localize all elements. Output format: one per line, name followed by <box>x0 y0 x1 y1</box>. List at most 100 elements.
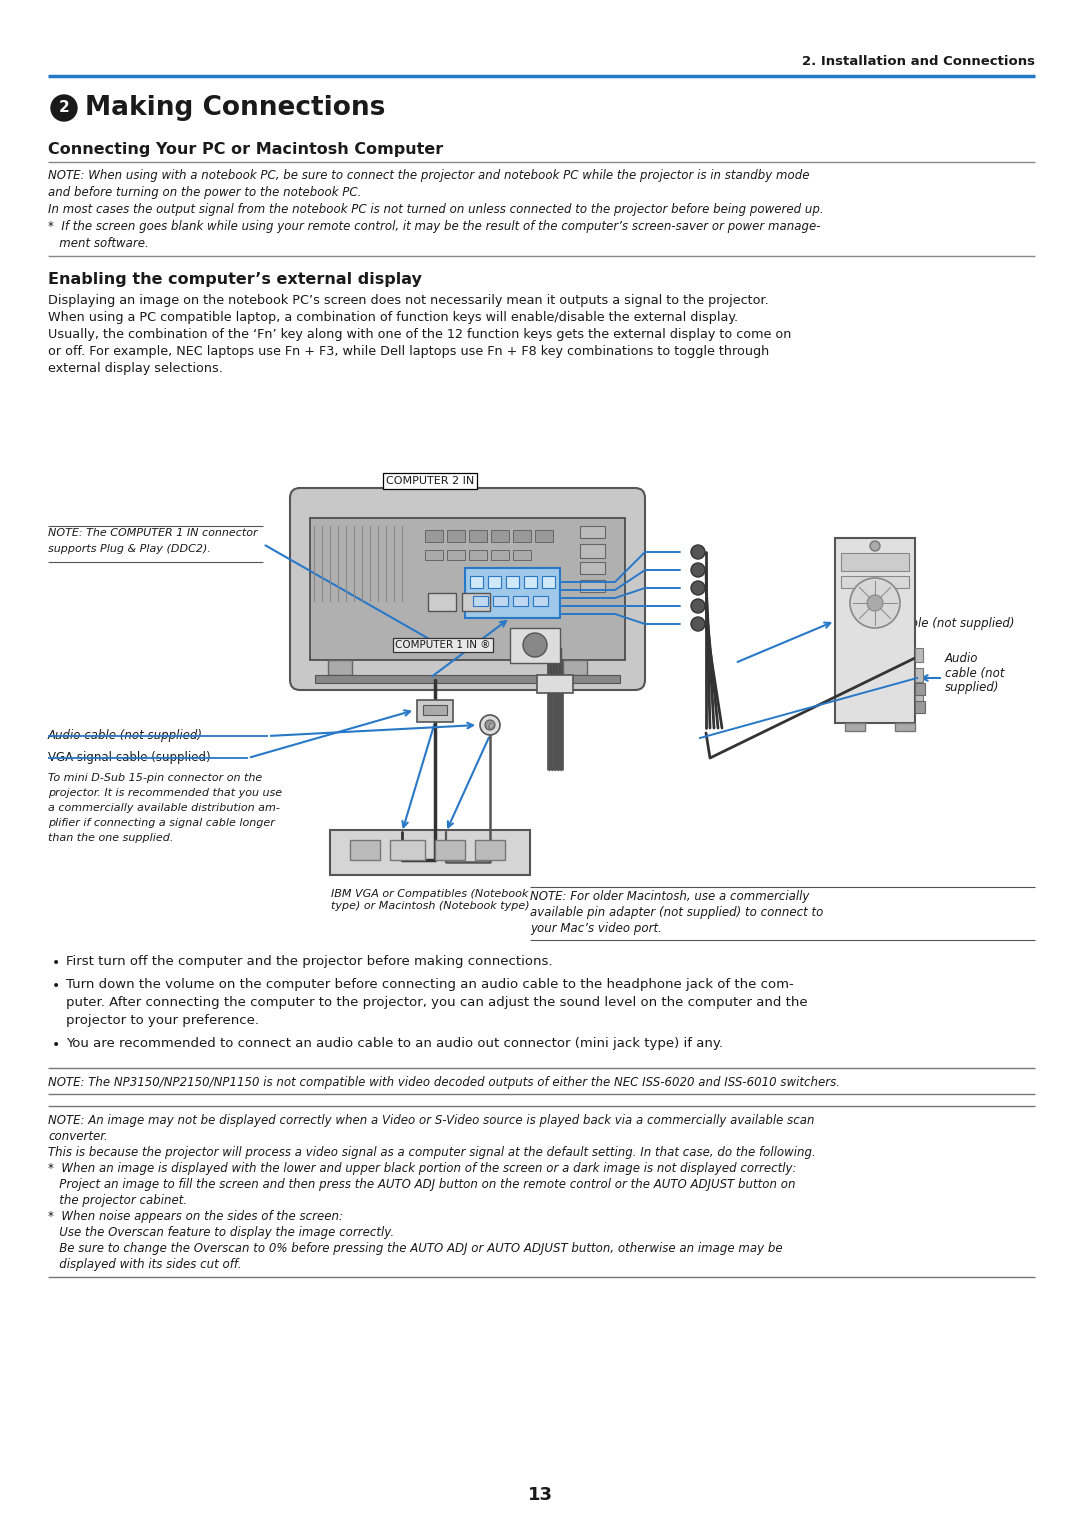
FancyBboxPatch shape <box>291 488 645 690</box>
Text: your Mac’s video port.: your Mac’s video port. <box>530 922 662 936</box>
Bar <box>915 683 924 695</box>
Text: supports Plug & Play (DDC2).: supports Plug & Play (DDC2). <box>48 544 211 555</box>
Text: Turn down the volume on the computer before connecting an audio cable to the hea: Turn down the volume on the computer bef… <box>66 978 794 991</box>
Bar <box>469 550 487 559</box>
Bar <box>447 530 465 543</box>
Bar <box>513 596 528 607</box>
Bar <box>491 550 509 559</box>
Text: Usually, the combination of the ‘Fn’ key along with one of the 12 function keys : Usually, the combination of the ‘Fn’ key… <box>48 328 792 341</box>
Text: than the one supplied.: than the one supplied. <box>48 834 174 843</box>
Text: COMPUTER 2 IN: COMPUTER 2 IN <box>386 475 474 486</box>
Bar <box>470 576 483 588</box>
Text: NOTE: When using with a notebook PC, be sure to connect the projector and notebo: NOTE: When using with a notebook PC, be … <box>48 169 810 181</box>
Circle shape <box>867 594 883 611</box>
Text: COMPUTER 1 IN ®: COMPUTER 1 IN ® <box>395 640 490 651</box>
Text: ment software.: ment software. <box>48 238 149 250</box>
Text: BNC X 5 cable (not supplied): BNC X 5 cable (not supplied) <box>845 617 1014 629</box>
Circle shape <box>51 94 77 120</box>
Text: Audio cable (not supplied): Audio cable (not supplied) <box>48 728 203 742</box>
Text: IBM VGA or Compatibles (Notebook
type) or Macintosh (Notebook type): IBM VGA or Compatibles (Notebook type) o… <box>330 888 529 911</box>
Bar <box>580 526 605 538</box>
Bar <box>535 530 553 543</box>
Bar <box>845 722 865 732</box>
Circle shape <box>485 719 495 730</box>
Text: When using a PC compatible laptop, a combination of function keys will enable/di: When using a PC compatible laptop, a com… <box>48 311 738 325</box>
Text: This is because the projector will process a video signal as a computer signal a: This is because the projector will proce… <box>48 1146 815 1158</box>
Text: *  If the screen goes blank while using your remote control, it may be the resul: * If the screen goes blank while using y… <box>48 219 821 233</box>
Text: 2: 2 <box>58 101 69 116</box>
Bar <box>328 660 352 675</box>
Bar <box>507 576 519 588</box>
Bar <box>537 675 573 693</box>
Bar <box>428 593 456 611</box>
Text: •: • <box>52 956 60 969</box>
Circle shape <box>691 546 705 559</box>
Bar <box>426 550 443 559</box>
Bar <box>310 518 625 660</box>
Text: *  When an image is displayed with the lower and upper black portion of the scre: * When an image is displayed with the lo… <box>48 1161 797 1175</box>
Bar <box>580 581 605 591</box>
Text: external display selections.: external display selections. <box>48 363 222 375</box>
Bar <box>513 550 531 559</box>
Bar <box>895 722 915 732</box>
Bar <box>330 831 530 875</box>
Circle shape <box>691 581 705 594</box>
Text: NOTE: For older Macintosh, use a commercially: NOTE: For older Macintosh, use a commerc… <box>530 890 809 904</box>
Text: projector to your preference.: projector to your preference. <box>66 1013 259 1027</box>
Bar <box>350 840 380 860</box>
Text: or off. For example, NEC laptops use Fn + F3, while Dell laptops use Fn + F8 key: or off. For example, NEC laptops use Fn … <box>48 344 769 358</box>
Bar <box>491 530 509 543</box>
Bar <box>462 593 490 611</box>
Bar <box>492 596 508 607</box>
Text: Displaying an image on the notebook PC’s screen does not necessarily mean it out: Displaying an image on the notebook PC’s… <box>48 294 769 306</box>
Text: puter. After connecting the computer to the projector, you can adjust the sound : puter. After connecting the computer to … <box>66 997 808 1009</box>
Text: 13: 13 <box>527 1486 553 1504</box>
Bar <box>465 568 561 619</box>
Bar <box>835 538 915 722</box>
Bar <box>513 530 531 543</box>
Circle shape <box>870 541 880 552</box>
Bar <box>390 840 426 860</box>
Bar <box>563 660 588 675</box>
Text: 2. Installation and Connections: 2. Installation and Connections <box>802 55 1035 69</box>
Bar <box>488 576 501 588</box>
Text: displayed with its sides cut off.: displayed with its sides cut off. <box>48 1257 242 1271</box>
Text: ✆: ✆ <box>486 721 494 732</box>
Bar <box>580 562 605 575</box>
Text: First turn off the computer and the projector before making connections.: First turn off the computer and the proj… <box>66 956 553 968</box>
Bar <box>915 648 923 661</box>
Text: NOTE: The COMPUTER 1 IN connector: NOTE: The COMPUTER 1 IN connector <box>48 527 258 538</box>
Text: NOTE: The NP3150/NP2150/NP1150 is not compatible with video decoded outputs of e: NOTE: The NP3150/NP2150/NP1150 is not co… <box>48 1076 840 1090</box>
Circle shape <box>691 562 705 578</box>
Bar <box>423 706 447 715</box>
Text: a commercially available distribution am-: a commercially available distribution am… <box>48 803 280 812</box>
Text: available pin adapter (not supplied) to connect to: available pin adapter (not supplied) to … <box>530 905 823 919</box>
Bar <box>315 675 620 683</box>
Bar <box>534 596 548 607</box>
Text: •: • <box>52 1038 60 1052</box>
Text: the projector cabinet.: the projector cabinet. <box>48 1193 187 1207</box>
Bar <box>841 576 909 588</box>
Bar <box>426 530 443 543</box>
Text: Enabling the computer’s external display: Enabling the computer’s external display <box>48 271 422 287</box>
Text: You are recommended to connect an audio cable to an audio out connector (mini ja: You are recommended to connect an audio … <box>66 1036 723 1050</box>
Text: Project an image to fill the screen and then press the AUTO ADJ button on the re: Project an image to fill the screen and … <box>48 1178 796 1190</box>
Bar <box>841 553 909 572</box>
Text: Making Connections: Making Connections <box>85 94 386 120</box>
Text: VGA signal cable (supplied): VGA signal cable (supplied) <box>48 750 211 764</box>
Text: plifier if connecting a signal cable longer: plifier if connecting a signal cable lon… <box>48 818 275 828</box>
Text: To mini D-Sub 15-pin connector on the: To mini D-Sub 15-pin connector on the <box>48 773 262 783</box>
Bar <box>915 687 923 703</box>
Bar <box>524 576 537 588</box>
Text: Use the Overscan feature to display the image correctly.: Use the Overscan feature to display the … <box>48 1225 394 1239</box>
Bar <box>475 840 505 860</box>
Text: and before turning on the power to the notebook PC.: and before turning on the power to the n… <box>48 186 362 200</box>
Bar <box>580 544 605 558</box>
Text: projector. It is recommended that you use: projector. It is recommended that you us… <box>48 788 282 799</box>
Bar <box>447 550 465 559</box>
Text: *  When noise appears on the sides of the screen:: * When noise appears on the sides of the… <box>48 1210 343 1222</box>
Bar <box>542 576 555 588</box>
Bar <box>469 530 487 543</box>
Circle shape <box>850 578 900 628</box>
Bar <box>510 628 561 663</box>
